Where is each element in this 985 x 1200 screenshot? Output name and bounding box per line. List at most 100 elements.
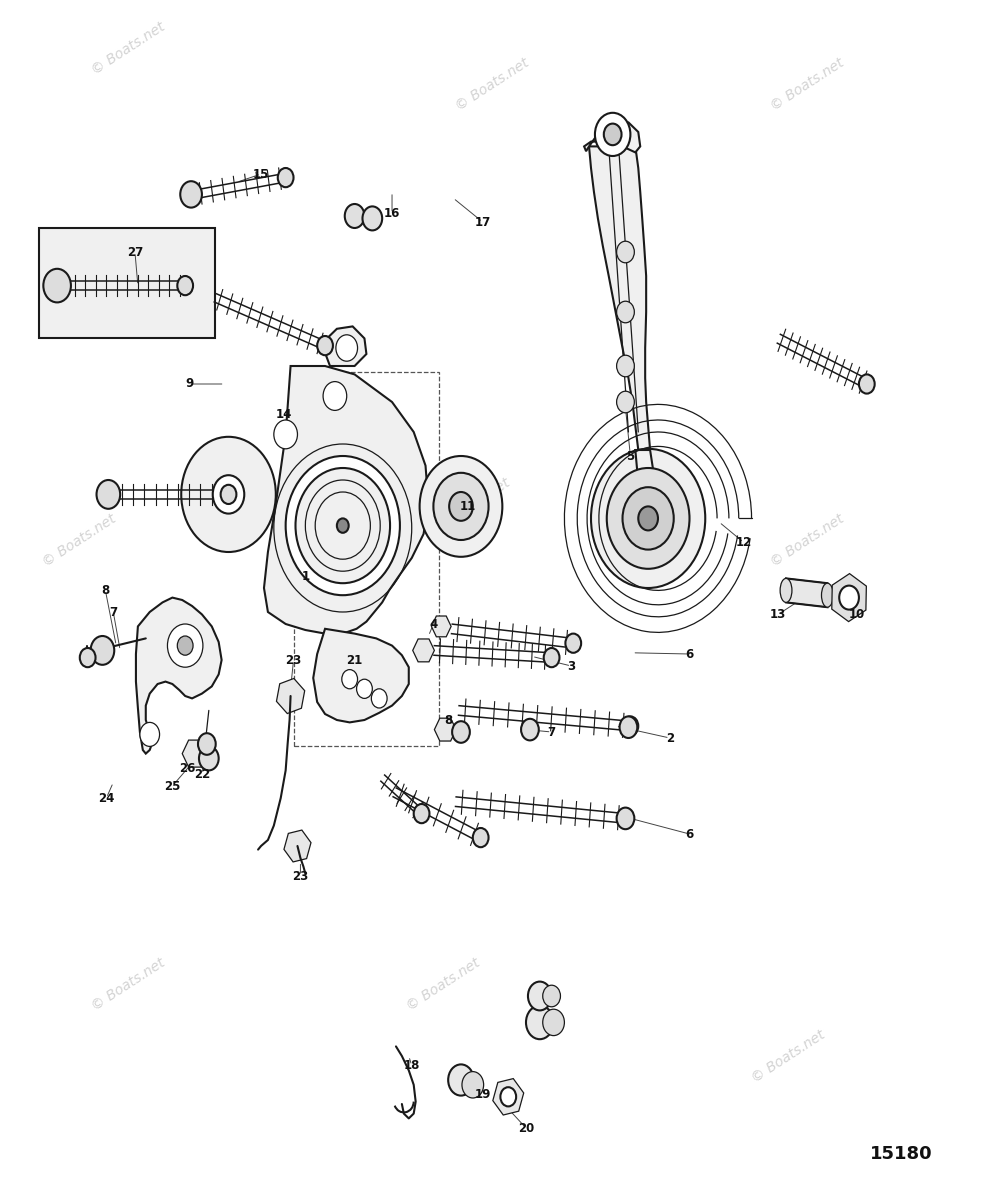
Polygon shape	[284, 830, 311, 862]
Polygon shape	[786, 578, 827, 607]
Polygon shape	[136, 598, 222, 754]
Circle shape	[521, 719, 539, 740]
Text: © Boats.net: © Boats.net	[768, 511, 847, 569]
Circle shape	[342, 670, 358, 689]
Text: 14: 14	[276, 408, 292, 420]
Circle shape	[638, 506, 658, 530]
Circle shape	[618, 809, 633, 828]
Circle shape	[91, 636, 114, 665]
Circle shape	[198, 733, 216, 755]
Circle shape	[213, 475, 244, 514]
Circle shape	[544, 648, 559, 667]
Polygon shape	[182, 740, 208, 767]
Text: 9: 9	[185, 378, 193, 390]
Text: 13: 13	[770, 608, 786, 620]
Polygon shape	[589, 146, 650, 450]
Circle shape	[543, 985, 560, 1007]
Circle shape	[449, 492, 473, 521]
Circle shape	[296, 468, 390, 583]
Text: 7: 7	[109, 606, 117, 618]
Text: 27: 27	[127, 246, 143, 258]
Text: © Boats.net: © Boats.net	[89, 955, 167, 1013]
Circle shape	[473, 828, 489, 847]
Circle shape	[623, 487, 674, 550]
Text: 4: 4	[429, 618, 437, 630]
Circle shape	[337, 518, 349, 533]
Bar	[294, 372, 439, 746]
Circle shape	[371, 689, 387, 708]
Text: 1: 1	[301, 570, 309, 582]
Circle shape	[414, 804, 429, 823]
Text: 8: 8	[101, 584, 109, 596]
Text: © Boats.net: © Boats.net	[89, 19, 167, 77]
Text: © Boats.net: © Boats.net	[404, 955, 483, 1013]
Circle shape	[617, 241, 634, 263]
Circle shape	[839, 586, 859, 610]
Circle shape	[345, 204, 364, 228]
Circle shape	[448, 1064, 474, 1096]
Polygon shape	[434, 718, 456, 742]
Circle shape	[181, 437, 276, 552]
Text: 23: 23	[293, 870, 308, 882]
Circle shape	[80, 648, 96, 667]
Circle shape	[177, 276, 193, 295]
Circle shape	[526, 1006, 554, 1039]
Circle shape	[565, 634, 581, 653]
Polygon shape	[313, 629, 409, 722]
Ellipse shape	[780, 578, 792, 602]
Text: 5: 5	[626, 450, 634, 462]
Circle shape	[278, 168, 294, 187]
Circle shape	[500, 1087, 516, 1106]
Polygon shape	[431, 616, 451, 637]
Text: © Boats.net: © Boats.net	[453, 55, 532, 113]
Circle shape	[420, 456, 502, 557]
Circle shape	[362, 206, 382, 230]
Text: 10: 10	[849, 608, 865, 620]
Polygon shape	[325, 326, 366, 366]
Circle shape	[617, 391, 634, 413]
Text: © Boats.net: © Boats.net	[433, 475, 512, 533]
Circle shape	[221, 485, 236, 504]
Text: 15: 15	[253, 168, 269, 180]
Circle shape	[617, 355, 634, 377]
Text: 18: 18	[404, 1060, 420, 1072]
Text: © Boats.net: © Boats.net	[749, 1027, 827, 1085]
Polygon shape	[39, 228, 215, 338]
Text: 16: 16	[384, 208, 400, 220]
Circle shape	[604, 124, 622, 145]
Circle shape	[462, 1072, 484, 1098]
Circle shape	[336, 335, 358, 361]
Text: 8: 8	[444, 714, 452, 726]
Circle shape	[617, 808, 634, 829]
Polygon shape	[413, 638, 434, 662]
Text: 26: 26	[179, 762, 195, 774]
Circle shape	[286, 456, 400, 595]
Circle shape	[199, 746, 219, 770]
Text: 23: 23	[286, 654, 301, 666]
Text: 25: 25	[164, 780, 180, 792]
Text: 15180: 15180	[870, 1145, 933, 1164]
Text: 3: 3	[567, 660, 575, 672]
Circle shape	[591, 449, 705, 588]
Polygon shape	[264, 366, 428, 634]
Circle shape	[620, 716, 637, 738]
Polygon shape	[584, 120, 640, 152]
Text: 6: 6	[686, 648, 693, 660]
Text: 24: 24	[98, 792, 114, 804]
Circle shape	[140, 722, 160, 746]
Polygon shape	[277, 678, 304, 714]
Text: 19: 19	[475, 1088, 491, 1100]
Circle shape	[433, 473, 489, 540]
Circle shape	[180, 181, 202, 208]
Text: 20: 20	[518, 1122, 534, 1134]
Text: 7: 7	[548, 726, 556, 738]
Text: © Boats.net: © Boats.net	[39, 511, 118, 569]
Ellipse shape	[821, 583, 833, 607]
Polygon shape	[831, 574, 867, 622]
Text: 12: 12	[736, 536, 752, 548]
Circle shape	[623, 716, 638, 736]
Text: 11: 11	[460, 500, 476, 512]
Circle shape	[323, 382, 347, 410]
Text: 22: 22	[194, 768, 210, 780]
Circle shape	[859, 374, 875, 394]
